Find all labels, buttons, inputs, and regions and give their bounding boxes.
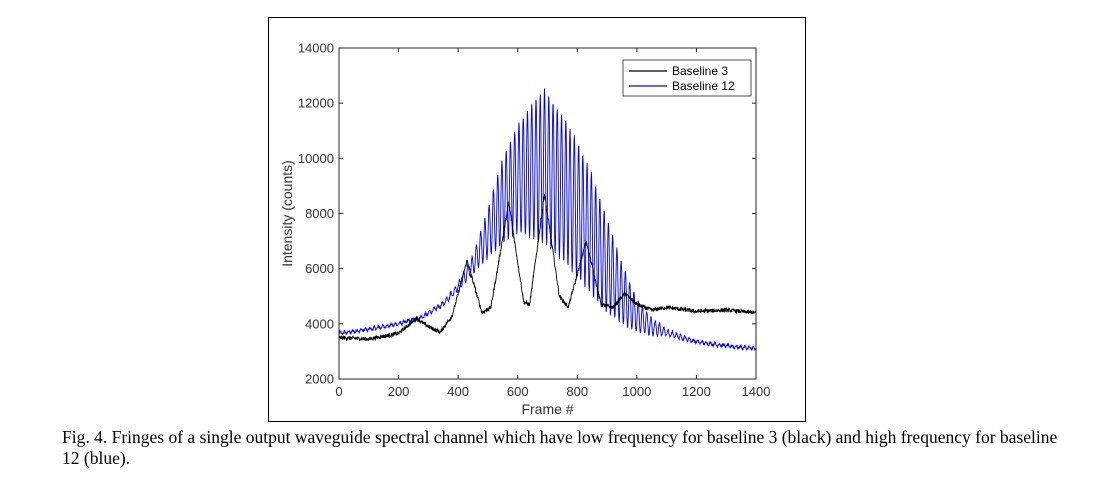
figure-frame: 0 200 400 600 800 1000 1200 1400 2000 4000 6000 800… (268, 17, 806, 422)
x-tick-label: 0 (335, 384, 342, 399)
y-tick-label: 2000 (305, 372, 334, 387)
line-chart: 0 200 400 600 800 1000 1200 1400 2000 4000 6000 800… (279, 41, 771, 418)
y-tick-label: 6000 (305, 261, 334, 276)
y-axis-label: Intensity (counts) (279, 160, 295, 267)
x-tick-label: 1200 (682, 384, 711, 399)
x-tick-label: 1400 (742, 384, 771, 399)
series-line-baseline-12 (339, 88, 756, 352)
y-tick-label: 4000 (305, 316, 334, 331)
legend-label: Baseline 3 (672, 64, 728, 78)
x-axis-label: Frame # (521, 401, 573, 417)
figure-caption: Fig. 4. Fringes of a single output waveg… (62, 427, 1058, 468)
x-tick-label: 600 (507, 384, 529, 399)
legend-box (622, 59, 752, 97)
y-tick-label: 12000 (298, 96, 334, 111)
x-tick-label: 800 (566, 384, 588, 399)
y-tick-label: 14000 (298, 41, 334, 56)
series-line-baseline-3 (339, 194, 756, 342)
x-tick-label: 400 (447, 384, 469, 399)
y-tick-label: 8000 (305, 206, 334, 221)
x-tick-label: 200 (388, 384, 410, 399)
legend-label: Baseline 12 (672, 79, 735, 93)
x-tick-label: 1000 (622, 384, 651, 399)
y-tick-label: 10000 (298, 151, 334, 166)
